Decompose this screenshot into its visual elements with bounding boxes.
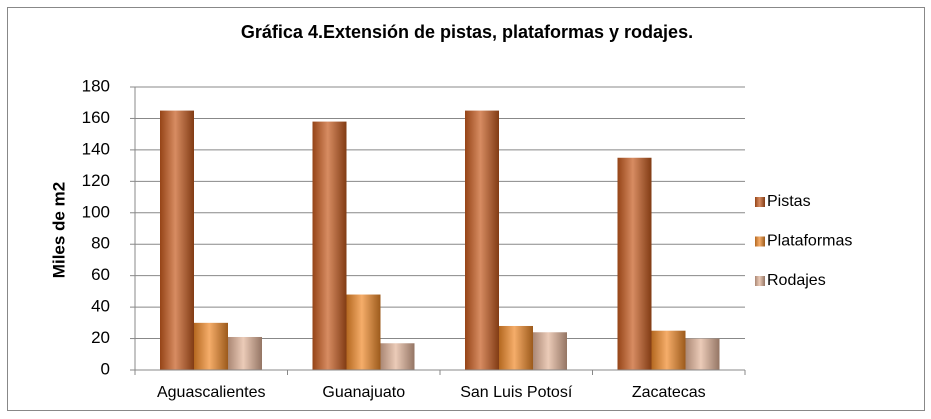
y-tick-label: 180 xyxy=(82,76,110,95)
x-tick-label: Aguascalientes xyxy=(157,384,266,401)
legend-swatch xyxy=(755,236,765,247)
legend-swatch xyxy=(755,276,765,286)
chart-title: Gráfica 4.Extensión de pistas, plataform… xyxy=(241,22,693,42)
y-tick-label: 0 xyxy=(101,359,110,378)
y-tick-label: 120 xyxy=(82,171,110,190)
legend-label: Plataformas xyxy=(767,233,852,250)
bar xyxy=(685,338,720,370)
y-tick-label: 100 xyxy=(82,202,110,221)
y-tick-label: 140 xyxy=(82,139,110,158)
bar xyxy=(228,336,262,370)
bar xyxy=(465,110,499,370)
x-tick-label: Guanajuato xyxy=(322,384,405,401)
y-tick-label: 60 xyxy=(91,265,110,284)
x-tick-label: Zacatecas xyxy=(632,384,706,401)
bar xyxy=(617,157,652,370)
bar xyxy=(380,343,415,370)
bar xyxy=(194,322,228,370)
legend-label: Rodajes xyxy=(767,272,826,289)
bar xyxy=(346,294,381,370)
bar xyxy=(533,332,567,370)
bar xyxy=(160,110,194,370)
y-tick-label: 40 xyxy=(91,297,110,316)
y-axis-label: Miles de m2 xyxy=(49,182,68,278)
bar xyxy=(651,330,686,370)
legend-label: Pistas xyxy=(767,193,811,210)
bar xyxy=(499,325,533,370)
y-tick-label: 80 xyxy=(91,234,110,253)
bar xyxy=(312,121,347,370)
y-tick-label: 160 xyxy=(82,108,110,127)
x-tick-label: San Luis Potosí xyxy=(460,384,573,401)
legend-swatch xyxy=(755,197,765,207)
y-tick-label: 20 xyxy=(91,328,110,347)
